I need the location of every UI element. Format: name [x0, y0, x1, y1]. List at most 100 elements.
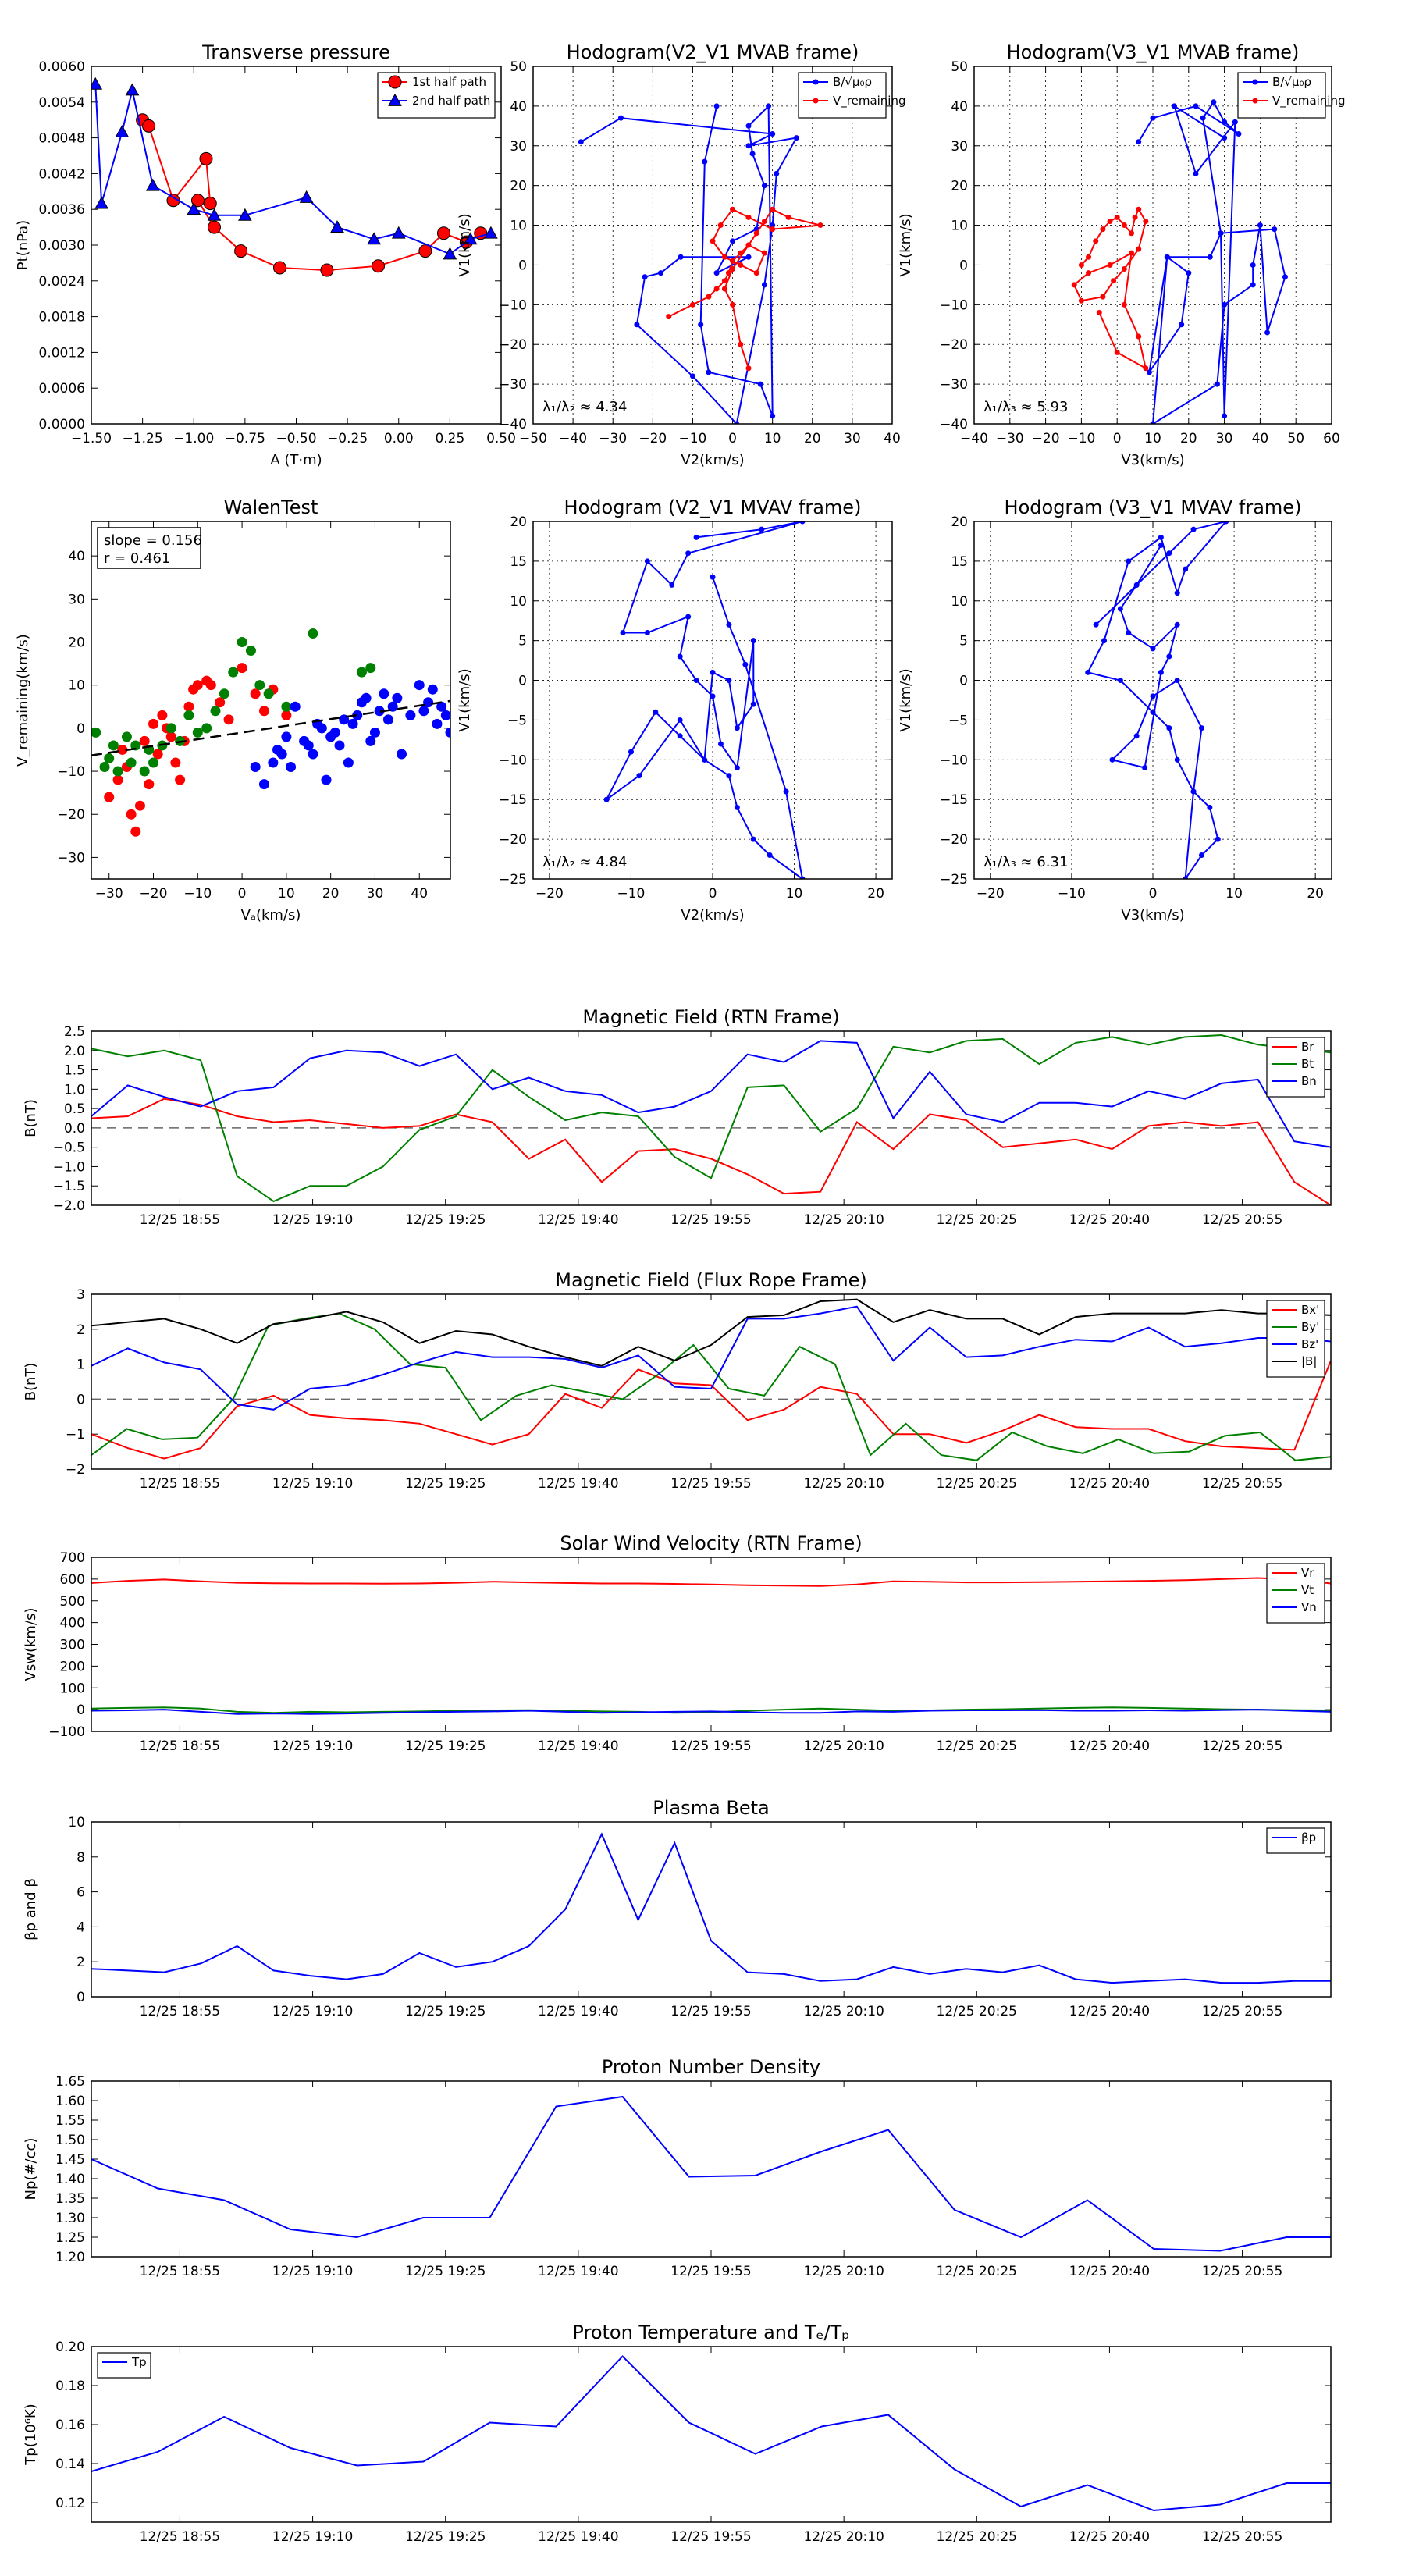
legend-label: V_remaining	[1272, 94, 1346, 109]
y-tick-label: 20	[951, 514, 968, 530]
data-point	[94, 196, 108, 209]
y-tick-label: 0.0048	[39, 131, 85, 147]
data-point	[713, 103, 720, 109]
y-tick-label: −1.0	[53, 1159, 85, 1175]
y-tick-label: 0	[76, 1990, 85, 2005]
data-point	[644, 558, 650, 564]
x-tick-label: 20	[867, 886, 884, 902]
data-point	[734, 765, 740, 771]
series-line	[1137, 100, 1286, 424]
y-tick-label: 8	[76, 1850, 85, 1866]
x-tick-label: 12/25 20:55	[1202, 1476, 1282, 1492]
y-tick-label: 10	[951, 219, 968, 234]
axes-frame	[91, 2080, 1332, 2258]
y-tick-label: −30	[57, 850, 85, 866]
eigen-ratio-text: λ₁/λ₃ ≈ 6.31	[984, 854, 1068, 870]
x-tick-label: 12/25 19:10	[272, 2529, 353, 2545]
y-tick-label: 0.20	[55, 2339, 85, 2355]
scatter-point	[175, 774, 186, 785]
y-tick-label: 2.0	[64, 1044, 85, 1059]
data-point	[761, 250, 767, 256]
series-line	[91, 1832, 1331, 1984]
data-point	[1257, 222, 1263, 229]
regression-line	[91, 699, 450, 756]
data-point	[1143, 218, 1149, 224]
scatter-point	[201, 723, 212, 734]
data-point	[1250, 282, 1256, 288]
scatter-point	[387, 701, 398, 712]
axes-frame	[532, 66, 893, 425]
data-point	[1158, 669, 1164, 675]
plot-area	[91, 628, 450, 837]
series-line	[91, 2095, 1331, 2252]
x-tick-label: 12/25 18:55	[140, 1212, 220, 1228]
series-line	[91, 2355, 1331, 2512]
plot-area	[91, 1034, 1331, 1205]
scatter-point	[139, 766, 150, 777]
data-point	[1107, 218, 1113, 224]
y-tick-label: 5	[518, 634, 527, 649]
y-tick-label: −5	[507, 713, 527, 728]
y-axis-label: Pt(nPa)	[15, 220, 31, 270]
data-point	[753, 230, 759, 237]
y-tick-label: 0.0	[64, 1121, 85, 1137]
data-point	[1150, 115, 1156, 121]
x-tick-label: 12/25 20:10	[803, 2529, 884, 2545]
data-point	[726, 678, 732, 684]
scatter-point	[165, 723, 176, 734]
scatter-point	[440, 710, 450, 720]
chart-beta: Plasma Beta 12/25 18:55 12/25 19:10 12/25 1…	[23, 1797, 1332, 2019]
legend-label: By'	[1301, 1320, 1319, 1334]
series-line	[91, 1709, 1331, 1715]
data-point	[785, 214, 791, 220]
y-tick-label: 30	[68, 592, 85, 607]
x-tick-label: −0.75	[225, 431, 265, 447]
y-tick-label: −2.0	[53, 1198, 85, 1214]
y-tick-label: 0.18	[55, 2379, 85, 2394]
axes-frame	[973, 66, 1332, 425]
chart-title: Solar Wind Velocity (RTN Frame)	[560, 1532, 862, 1554]
x-tick-label: 0	[1113, 431, 1122, 447]
y-tick-label: −10	[940, 297, 968, 313]
data-point	[238, 208, 252, 221]
data-point	[142, 119, 155, 133]
y-axis-label: V1(km/s)	[457, 668, 473, 731]
data-point	[1150, 421, 1156, 424]
data-point	[1121, 222, 1127, 229]
plot-area	[603, 521, 806, 879]
y-tick-label: 15	[510, 554, 527, 570]
axes-frame	[91, 1030, 1332, 1206]
y-tick-label: −15	[940, 792, 968, 808]
y-tick-label: 1.55	[55, 2113, 85, 2129]
chart-mag_fr: Magnetic Field (Flux Rope Frame) 12/25 18…	[23, 1269, 1332, 1492]
scatter-point	[361, 692, 372, 703]
scatter-point	[427, 684, 438, 695]
y-tick-label: 0	[76, 1703, 85, 1718]
x-tick-label: 40	[411, 886, 428, 902]
y-tick-label: 1.50	[55, 2133, 85, 2148]
legend-box	[1266, 1827, 1325, 1854]
x-tick-label: 12/25 19:10	[272, 2004, 353, 2019]
chart-tp: Transverse pressure−1.50 −1.25 −1.00 −0.75−…	[15, 41, 516, 468]
data-point	[1129, 230, 1135, 237]
data-point	[1214, 381, 1220, 387]
x-tick-label: −10	[1067, 431, 1095, 447]
x-tick-label: 20	[1307, 886, 1324, 902]
y-tick-label: 15	[951, 554, 968, 570]
y-axis-label: Np(#/cc)	[23, 2138, 39, 2201]
y-tick-label: −20	[499, 337, 527, 353]
chart-walen: WalenTest −30 −20 −10 0 10 20 30 40 −30 −20 −10 0 10 2…	[15, 496, 451, 923]
x-tick-label: 12/25 20:55	[1202, 1212, 1282, 1228]
data-point	[710, 693, 716, 699]
y-tick-label: 0.0036	[39, 202, 85, 218]
data-point	[207, 208, 222, 221]
axes-frame	[91, 2346, 1332, 2523]
scatter-point	[286, 762, 297, 773]
scatter-point	[308, 628, 318, 639]
data-point	[1158, 534, 1164, 540]
x-tick-label: 12/25 19:55	[670, 1738, 751, 1754]
y-tick-label: 0.0006	[39, 381, 85, 397]
x-tick-label: 20	[804, 431, 821, 447]
x-tick-label: 30	[844, 431, 861, 447]
